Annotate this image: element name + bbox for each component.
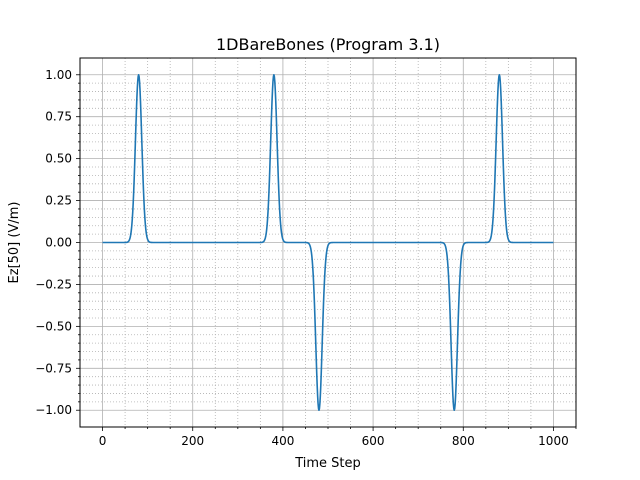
x-tick-label: 200	[181, 434, 204, 448]
y-tick-label: 1.00	[45, 68, 72, 82]
chart-title: 1DBareBones (Program 3.1)	[216, 35, 440, 54]
y-tick-label: 0.50	[45, 152, 72, 166]
y-tick-label: 0.75	[45, 110, 72, 124]
y-tick-label: −0.25	[35, 277, 72, 291]
series-line	[102, 73, 554, 412]
y-tick-label: −0.50	[35, 319, 72, 333]
x-axis-label: Time Step	[294, 456, 361, 471]
ticks: 0 200 400 600 800 1000 −1.00 −0.75 −0.50 −0.25 0.0…	[35, 68, 577, 448]
x-tick-label: 0	[99, 434, 107, 448]
y-axis-label: Ez[50] (V/m)	[7, 202, 22, 284]
y-tick-label: 0.00	[45, 236, 72, 250]
y-tick-label: 0.25	[45, 194, 72, 208]
x-tick-label: 600	[362, 434, 385, 448]
x-tick-label: 1000	[538, 434, 569, 448]
grid	[80, 58, 577, 427]
plot-area	[102, 73, 554, 412]
x-tick-label: 800	[452, 434, 475, 448]
y-tick-label: −1.00	[35, 403, 72, 417]
y-tick-label: −0.75	[35, 361, 72, 375]
x-tick-label: 400	[271, 434, 294, 448]
